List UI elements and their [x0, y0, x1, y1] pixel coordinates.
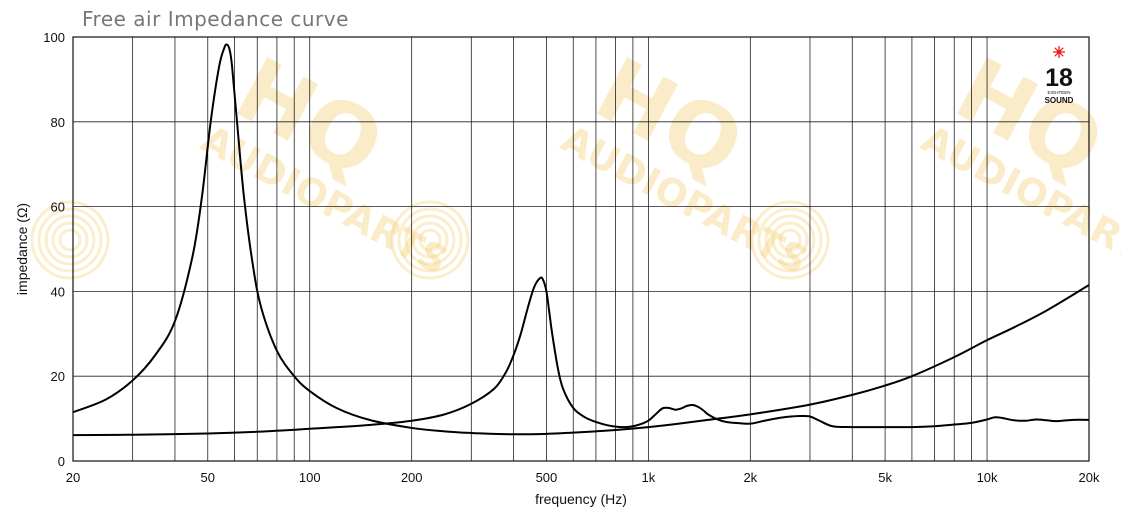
x-tick-label: 50 — [201, 470, 215, 485]
eighteen-sound-logo: 18 EIGHTEEN SOUND — [1045, 46, 1074, 105]
x-tick-label: 20k — [1079, 470, 1100, 485]
data-curves — [72, 43, 1090, 437]
watermark-coil-icon — [30, 200, 110, 280]
impedance-curve-1 — [72, 43, 1090, 436]
y-tick-label: 100 — [43, 30, 65, 45]
y-tick-label: 80 — [51, 115, 65, 130]
x-tick-label: 10k — [977, 470, 998, 485]
x-tick-label: 20 — [66, 470, 80, 485]
y-tick-label: 20 — [51, 369, 65, 384]
y-axis-label: impedance (Ω) — [14, 203, 30, 295]
x-tick-label: 200 — [401, 470, 423, 485]
x-tick-label: 500 — [536, 470, 558, 485]
impedance-curve-2 — [72, 276, 1090, 437]
x-tick-label: 1k — [642, 470, 656, 485]
y-tick-label: 0 — [58, 454, 65, 469]
y-tick-label: 60 — [51, 200, 65, 215]
logo-brand: SOUND — [1045, 96, 1074, 105]
plot-frame — [72, 36, 1090, 462]
watermark-coil-icon — [750, 200, 830, 280]
x-tick-label: 100 — [299, 470, 321, 485]
y-tick-label: 40 — [51, 284, 65, 299]
chart-title: Free air Impedance curve — [82, 7, 349, 31]
grid-lines — [72, 36, 1090, 462]
star-icon — [1053, 46, 1065, 58]
logo-number: 18 — [1045, 64, 1073, 92]
logo-subtitle: EIGHTEEN — [1047, 90, 1070, 95]
x-axis-label: frequency (Hz) — [535, 491, 627, 507]
x-tick-label: 5k — [878, 470, 892, 485]
x-tick-label: 2k — [743, 470, 757, 485]
watermark-coil-icon — [390, 200, 470, 280]
